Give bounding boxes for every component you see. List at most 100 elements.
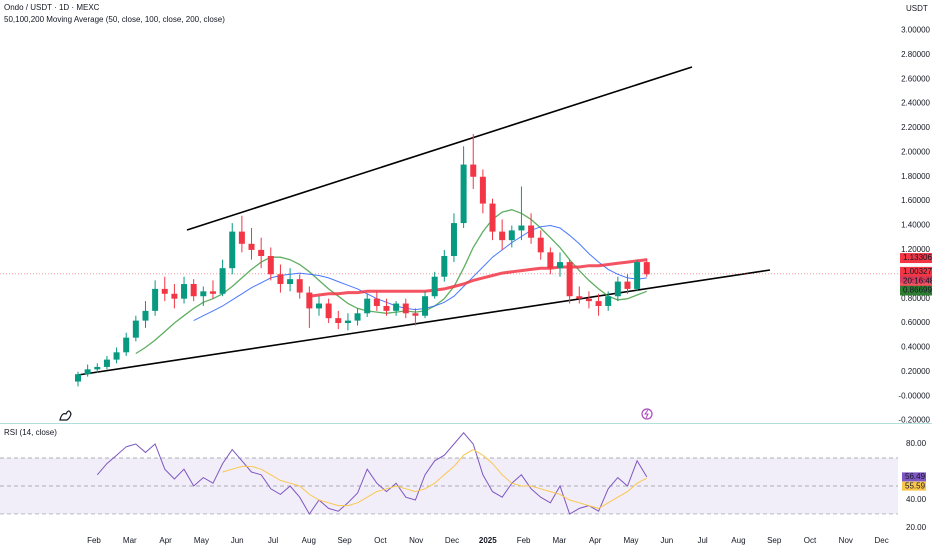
candle-body	[306, 292, 313, 309]
rsi-line	[222, 449, 648, 509]
candle-body	[171, 293, 178, 299]
candle-body	[344, 320, 351, 324]
candle-body	[479, 176, 486, 204]
candle-body	[412, 313, 419, 316]
x-tick-label: Sep	[767, 536, 782, 545]
y-tick-label: 1.40000	[901, 221, 930, 230]
candle-body	[605, 296, 612, 306]
candle-body	[209, 291, 216, 294]
rsi-tick-label: 20.00	[906, 523, 927, 532]
candle-body	[296, 279, 303, 293]
y-tick-label: 1.80000	[901, 172, 930, 181]
candle-body	[132, 320, 139, 338]
x-tick-label: Mar	[123, 536, 137, 545]
x-tick-label: Apr	[589, 536, 602, 545]
candle-body	[585, 298, 592, 302]
candle-body	[219, 268, 226, 294]
rsi-value-label: 56.49	[905, 472, 926, 481]
rsi-title: RSI (14, close)	[4, 428, 57, 437]
candle-body	[508, 230, 515, 241]
moving-average-line	[309, 258, 647, 298]
x-tick-label: Dec	[445, 536, 459, 545]
candle-body	[450, 223, 457, 256]
alert-icon[interactable]	[641, 408, 653, 420]
rsi-tick-label: 40.00	[906, 495, 927, 504]
x-tick-label: Oct	[804, 536, 817, 545]
x-tick-label: May	[194, 536, 209, 545]
axis-unit: USDT	[906, 4, 928, 13]
y-tick-label: 3.00000	[901, 26, 930, 35]
candle-body	[200, 291, 207, 297]
price-label-bg	[900, 285, 932, 296]
candle-body	[248, 243, 255, 250]
candle-body	[277, 274, 284, 285]
y-tick-label: 0.40000	[901, 343, 930, 352]
x-tick-label: 2025	[479, 536, 497, 545]
rsi-line	[96, 432, 648, 515]
candle-body	[634, 262, 641, 289]
indicator-label: 50,100,200 Moving Average (50, close, 10…	[4, 15, 225, 24]
candle-body	[152, 288, 159, 311]
candle-body	[422, 296, 429, 316]
candle-body	[595, 301, 602, 306]
candle-body	[354, 313, 361, 321]
x-tick-label: Oct	[374, 536, 387, 545]
logo-icon	[59, 410, 72, 421]
candle-body	[643, 262, 650, 275]
candle-body	[528, 225, 535, 238]
y-tick-label: 2.60000	[901, 74, 930, 83]
x-tick-label: Feb	[517, 536, 531, 545]
rsi-value-label: 55.59	[905, 481, 926, 490]
candle-body	[470, 164, 477, 177]
x-tick-label: Apr	[159, 536, 172, 545]
candle-body	[113, 352, 120, 360]
candle-body	[499, 231, 506, 241]
x-tick-label: Aug	[302, 536, 316, 545]
candle-body	[287, 279, 294, 285]
candle-body	[364, 298, 371, 314]
x-tick-label: Jun	[660, 536, 673, 545]
candle-body	[267, 255, 274, 275]
upper-trendline	[186, 66, 693, 231]
candle-body	[624, 281, 631, 289]
candle-body	[103, 359, 110, 367]
y-tick-label: 2.20000	[901, 123, 930, 132]
candle-body	[383, 305, 390, 311]
y-tick-label: 2.40000	[901, 99, 930, 108]
candle-body	[441, 255, 448, 277]
candle-body	[393, 303, 400, 311]
candle-body	[258, 249, 265, 256]
y-tick-label: 0.20000	[901, 367, 930, 376]
x-tick-label: Feb	[87, 536, 101, 545]
candle-body	[316, 303, 322, 309]
rsi-tick-label: 80.00	[906, 439, 927, 448]
x-tick-label: Mar	[553, 536, 567, 545]
y-tick-label: -0.20000	[898, 416, 930, 425]
x-tick-label: Aug	[731, 536, 745, 545]
x-tick-label: Sep	[337, 536, 352, 545]
price-label: 1.13306	[903, 253, 932, 262]
candle-body	[142, 310, 149, 321]
price-label-bg	[900, 253, 932, 264]
x-tick-label: May	[623, 536, 638, 545]
candle-body	[161, 288, 168, 294]
countdown-bg	[900, 276, 932, 286]
alert-circle[interactable]	[641, 408, 653, 420]
alert-bolt[interactable]	[644, 409, 649, 419]
y-tick-label: 0.80000	[901, 294, 930, 303]
candle-body	[431, 276, 438, 297]
rsi-value-label-bg	[902, 481, 926, 491]
y-tick-label: -0.00000	[898, 391, 930, 400]
price-label: 1.00327	[903, 267, 932, 276]
candle-body	[190, 284, 197, 297]
candle-body	[84, 369, 91, 375]
moving-average-line	[135, 209, 648, 355]
logo	[59, 410, 72, 421]
candle-body	[576, 296, 583, 299]
price-label: 0.86699	[903, 286, 932, 295]
candle-body	[460, 164, 467, 224]
x-tick-label: Jun	[231, 536, 244, 545]
price-label-bg	[900, 266, 932, 277]
candle-body	[335, 318, 342, 324]
